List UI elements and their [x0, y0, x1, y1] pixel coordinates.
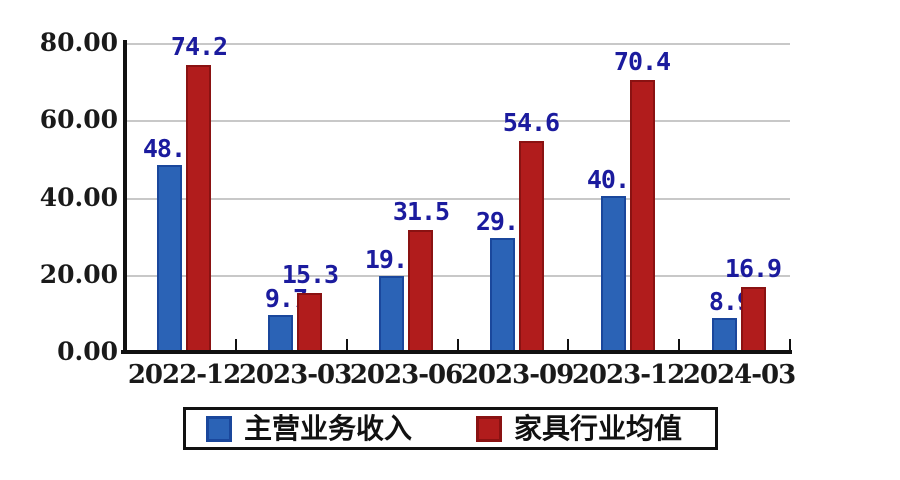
gridline-80 [127, 43, 790, 45]
bar-industry-avg-2022-12 [186, 65, 211, 350]
bar-revenue-2023-09 [490, 238, 515, 350]
y-tick-label-60: 60.00 [39, 105, 118, 134]
legend-entry-revenue: 主营业务收入 [206, 411, 413, 445]
value-label-revenue-2022-12: 48. [142, 134, 186, 163]
bar-revenue-2022-12 [157, 165, 182, 350]
value-label-industry-avg-2023-03: 15.3 [281, 260, 339, 289]
x-axis-tick [457, 339, 459, 352]
legend-entry-industry-avg: 家具行业均值 [476, 411, 683, 445]
bar-industry-avg-2023-06 [408, 230, 433, 350]
gridline-20 [127, 275, 790, 277]
value-label-industry-avg-2023-12: 70.4 [613, 47, 671, 76]
value-label-industry-avg-2024-03: 16.9 [724, 254, 782, 283]
x-axis-tick [678, 339, 680, 352]
gridline-40 [127, 198, 790, 200]
value-label-revenue-2023-12: 40. [586, 165, 630, 194]
value-label-industry-avg-2022-12: 74.2 [170, 32, 228, 61]
bar-revenue-2023-06 [379, 276, 404, 350]
legend-label-revenue: 主营业务收入 [244, 411, 413, 445]
value-label-revenue-2023-03: 9.7 [264, 284, 308, 313]
bar-revenue-2024-03 [712, 318, 737, 350]
x-axis-tick [235, 339, 237, 352]
value-label-revenue-2024-03: 8.9 [708, 287, 752, 316]
legend-label-industry-avg: 家具行业均值 [514, 411, 683, 445]
legend: 主营业务收入 家具行业均值 [183, 407, 718, 450]
legend-swatch-revenue [206, 415, 232, 442]
x-axis-label-2023-12: 2023-12 [571, 360, 685, 390]
gridline-60 [127, 120, 790, 122]
x-axis-tick [789, 339, 791, 352]
legend-swatch-industry-avg [476, 415, 503, 442]
bar-industry-avg-2023-12 [630, 80, 655, 350]
bar-industry-avg-2023-09 [519, 141, 544, 350]
value-label-revenue-2023-09: 29. [475, 207, 519, 236]
y-tick-label-80: 80.00 [39, 28, 118, 57]
x-axis-tick [567, 339, 569, 352]
x-axis-label-2024-03: 2024-03 [682, 360, 796, 390]
bar-industry-avg-2024-03 [741, 287, 766, 350]
y-tick-label-20: 20.00 [39, 260, 118, 289]
bar-revenue-2023-12 [601, 196, 626, 350]
x-axis-label-2022-12: 2022-12 [127, 360, 241, 390]
bar-industry-avg-2023-03 [297, 293, 322, 350]
bar-revenue-2023-03 [268, 315, 293, 350]
value-label-revenue-2023-06: 19. [364, 245, 408, 274]
value-label-industry-avg-2023-09: 54.6 [502, 108, 560, 137]
y-tick-label-40: 40.00 [39, 183, 118, 212]
y-axis-line [123, 40, 127, 354]
value-label-industry-avg-2023-06: 31.5 [392, 197, 450, 226]
y-tick-label-0: 0.00 [57, 337, 118, 366]
x-axis-tick [346, 339, 348, 352]
x-axis-line [121, 350, 792, 354]
x-axis-label-2023-09: 2023-09 [460, 360, 574, 390]
x-axis-label-2023-03: 2023-03 [238, 360, 352, 390]
x-axis-label-2023-06: 2023-06 [349, 360, 463, 390]
